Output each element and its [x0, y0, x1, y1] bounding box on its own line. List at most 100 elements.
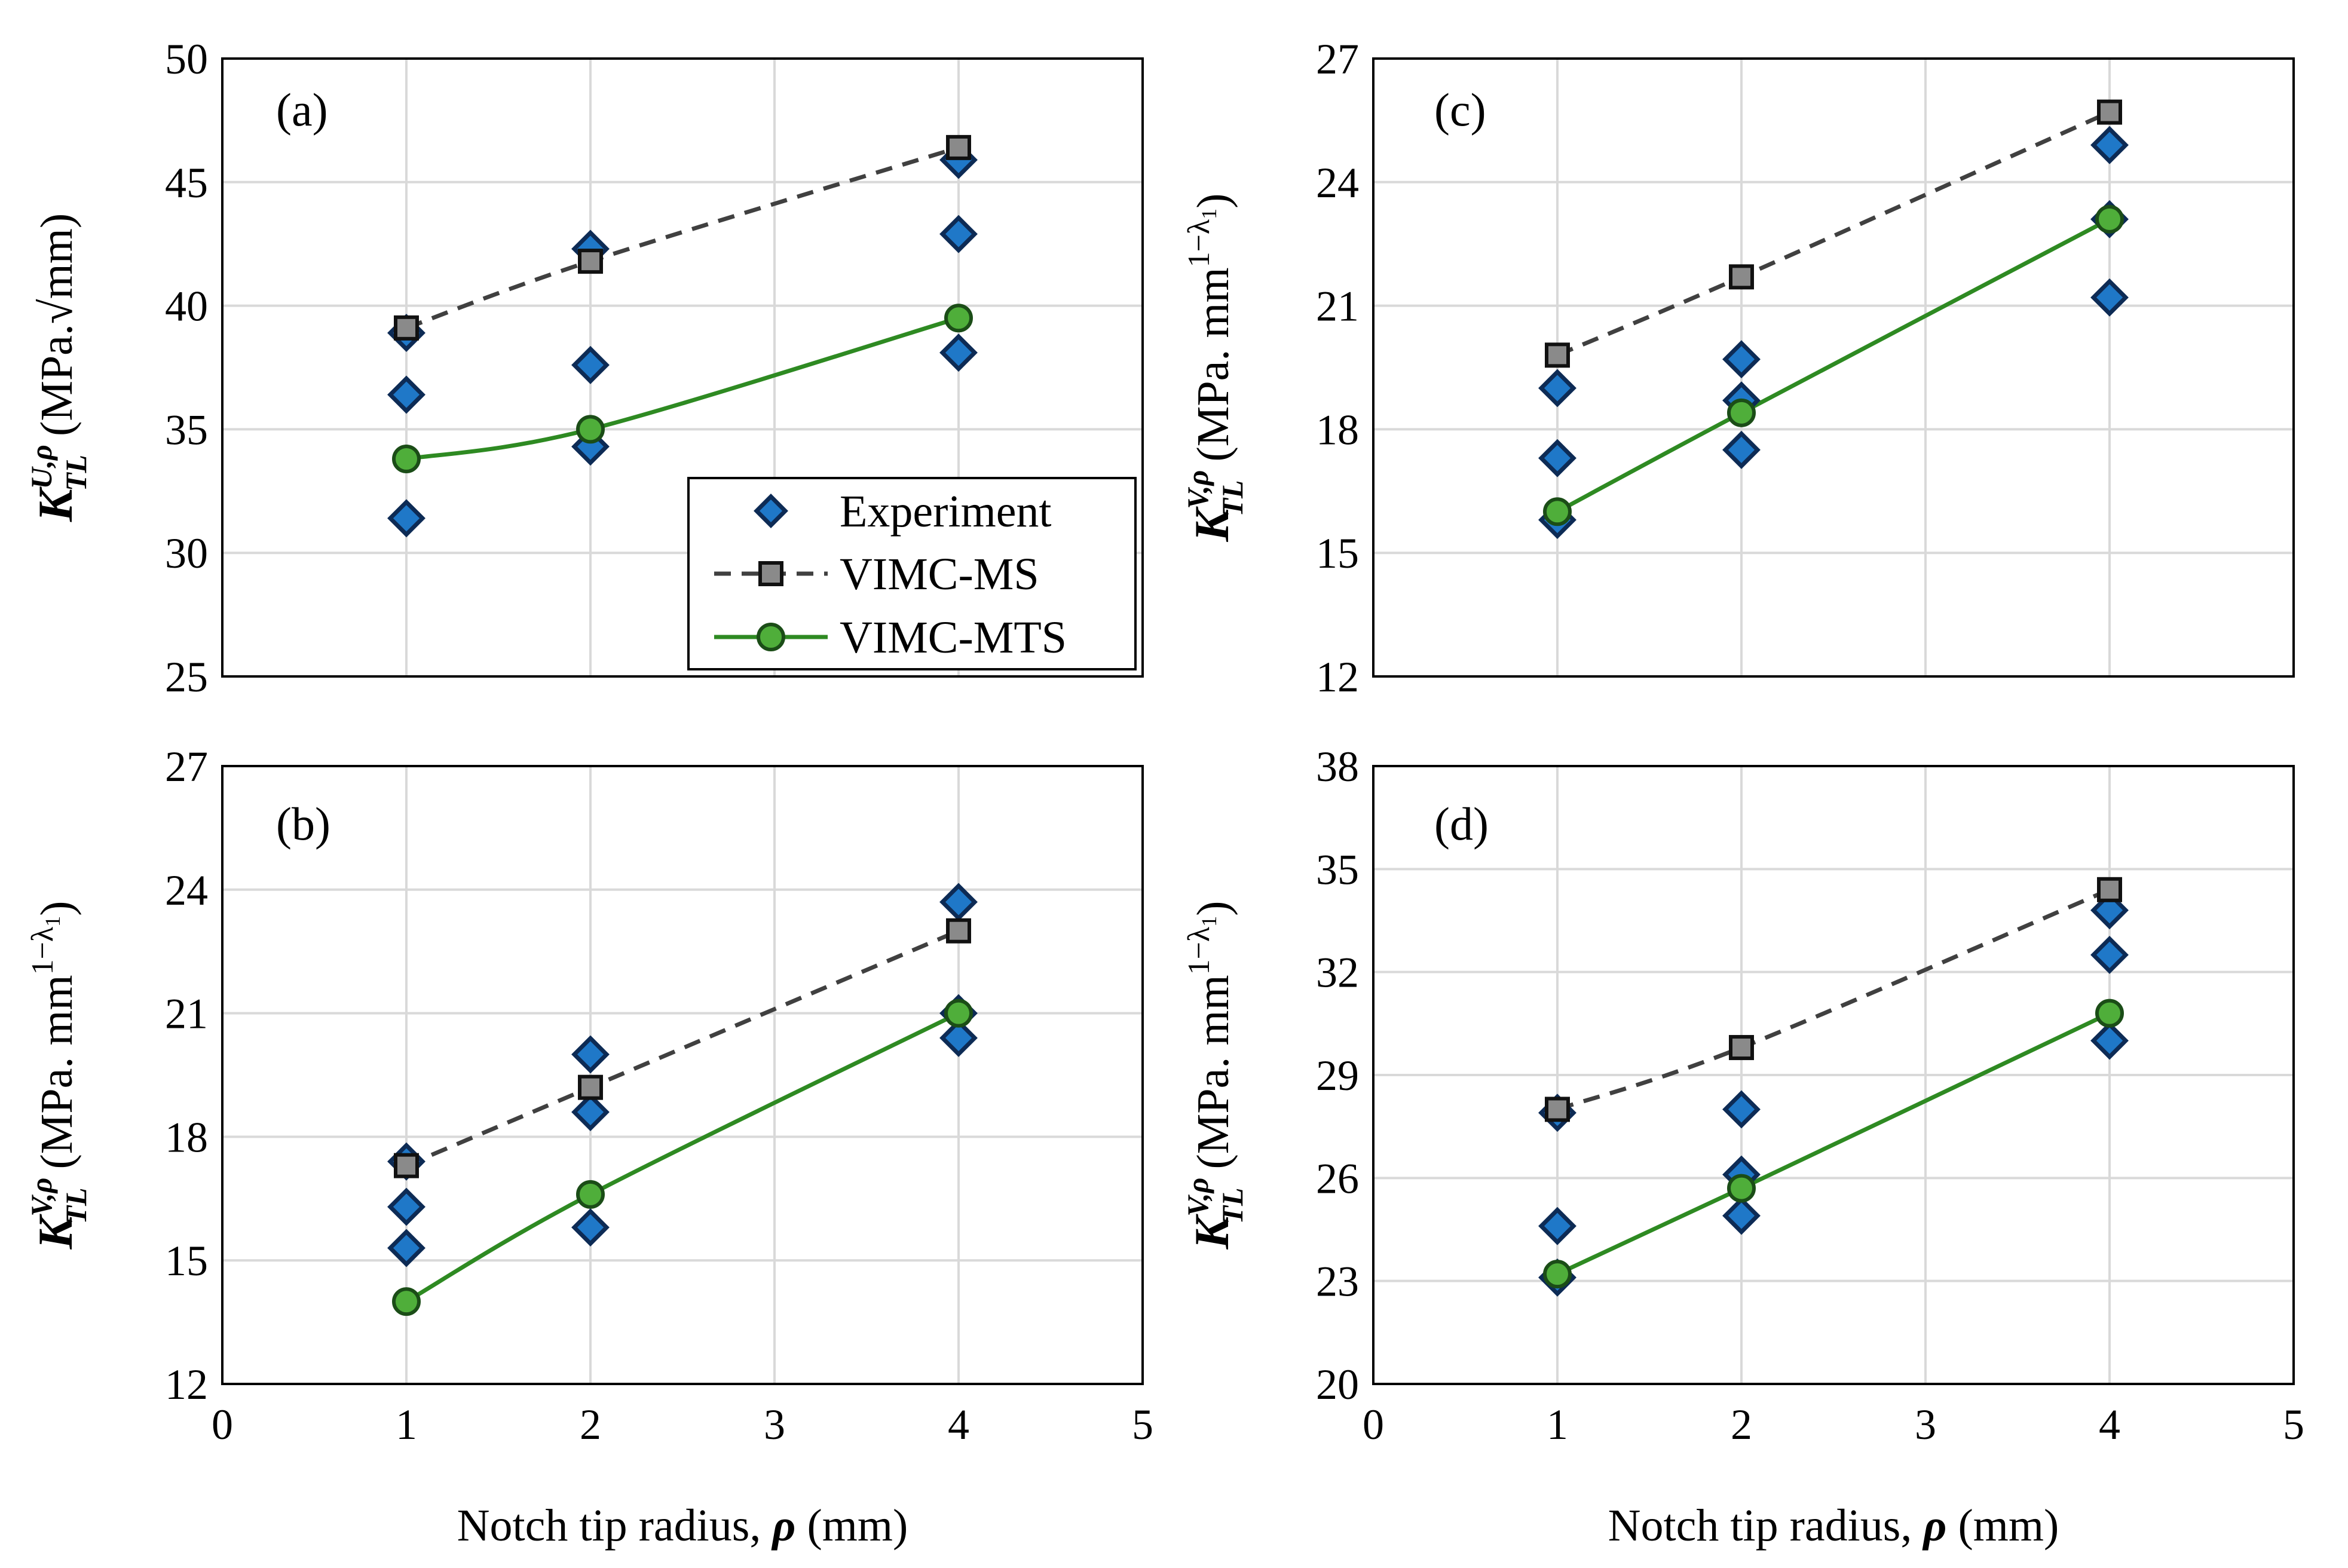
y-axis-title: KV,ρTL (MPa. mm1−λ1) — [1181, 901, 1249, 1250]
vimc-ms-point — [1729, 264, 1754, 290]
legend-vimc-ms-label: VIMC-MS — [840, 549, 1039, 599]
legend: Experiment VIMC-MS VIMC-MTS — [687, 477, 1137, 670]
vimc-mts-line — [1556, 217, 2111, 514]
y-tick-label: 45 — [165, 159, 208, 207]
experiment-point — [2090, 1021, 2129, 1060]
y-axis-superscript: U,ρ — [25, 445, 58, 489]
x-axis-title-unit: (mm) — [796, 1500, 908, 1551]
panel-label: (b) — [276, 798, 330, 850]
y-tick-label: 20 — [1316, 1361, 1359, 1408]
x-tick-label: 5 — [2283, 1401, 2304, 1448]
legend-experiment-marker — [754, 494, 788, 528]
experiment-point — [1722, 1090, 1761, 1129]
vimc-ms-point — [578, 249, 603, 274]
experiment-point — [939, 333, 978, 372]
y-axis-symbol: K — [28, 486, 82, 522]
experiment-point — [571, 1093, 610, 1131]
x-tick-label: 4 — [2099, 1401, 2120, 1448]
legend-vimc-ms-marker — [758, 561, 783, 586]
y-tick-label: 27 — [165, 743, 208, 791]
y-tick-label: 27 — [1316, 35, 1359, 83]
panel-label: (d) — [1434, 798, 1489, 850]
vimc-mts-point — [1543, 1260, 1572, 1289]
y-tick-label: 29 — [1316, 1052, 1359, 1100]
vimc-ms-point — [2097, 877, 2122, 902]
y-tick-label: 26 — [1316, 1154, 1359, 1202]
y-tick-label: 15 — [165, 1237, 208, 1285]
experiment-point — [387, 375, 425, 414]
vimc-mts-point — [1543, 497, 1572, 526]
vimc-mts-point — [576, 1180, 605, 1209]
vimc-mts-line — [1556, 1011, 2111, 1276]
experiment-point — [2090, 278, 2129, 317]
experiment-point — [1722, 340, 1761, 379]
vimc-mts-point — [944, 304, 973, 333]
y-axis-close: ) — [32, 901, 82, 916]
vimc-mts-line — [406, 316, 960, 461]
x-tick-label: 1 — [396, 1401, 417, 1448]
vimc-mts-point — [944, 999, 973, 1028]
experiment-point — [571, 345, 610, 384]
y-tick-label: 24 — [1316, 159, 1359, 207]
y-axis-title: KV,ρTL (MPa. mm1−λ1) — [1181, 194, 1249, 543]
panel-c: 12 15 18 21 24 27 (c) KV,ρTL (MPa. mm1−λ1) — [1181, 35, 2295, 701]
vimc-ms-line — [405, 929, 960, 1168]
x-tick-label: 3 — [1915, 1401, 1936, 1448]
y-axis-title: KV,ρTL (MPa. mm1−λ1) — [25, 901, 93, 1250]
y-tick-label: 50 — [165, 35, 208, 83]
y-axis-symbol: K — [28, 1213, 82, 1250]
y-tick-label: 12 — [1316, 653, 1359, 701]
experiment-point — [1538, 1206, 1576, 1245]
y-axis-exponent: 1−λ — [26, 927, 60, 975]
vimc-ms-line — [1556, 887, 2111, 1111]
plot-frame — [221, 765, 1144, 1385]
vimc-mts-line — [405, 1011, 960, 1304]
vimc-ms-point — [394, 1153, 419, 1178]
experiment-point — [387, 499, 425, 538]
vimc-mts-point — [1727, 398, 1756, 427]
experiment-point — [939, 1019, 978, 1057]
vimc-mts-point — [1727, 1174, 1756, 1203]
y-axis-subscript: TL — [1216, 480, 1249, 517]
y-axis-unit: (MPa.√mm) — [32, 213, 82, 448]
y-axis-symbol: K — [1184, 506, 1239, 542]
y-axis-superscript: V,ρ — [1181, 1178, 1214, 1217]
experiment-point — [2090, 935, 2129, 974]
experiment-point — [939, 883, 978, 921]
y-tick-label: 21 — [1316, 283, 1359, 330]
experiment-point — [387, 1229, 425, 1267]
experiment-point — [1722, 1196, 1761, 1235]
y-axis-close: ) — [1188, 901, 1238, 916]
plot-frame — [221, 57, 1144, 678]
y-axis-subscript: TL — [59, 1188, 93, 1224]
y-axis-exponent-sub: 1 — [41, 916, 65, 927]
y-axis-unit: (MPa. mm — [1188, 975, 1238, 1180]
x-tick-label: 5 — [1132, 1401, 1153, 1448]
x-tick-label: 2 — [580, 1401, 601, 1448]
legend-vimc-mts-marker — [757, 623, 785, 651]
x-axis-title-symbol: ρ — [771, 1500, 795, 1551]
y-tick-label: 25 — [165, 653, 208, 701]
y-tick-label: 32 — [1316, 949, 1359, 997]
experiment-point — [2090, 125, 2129, 164]
vimc-mts-point — [392, 445, 421, 474]
x-tick-label: 4 — [948, 1401, 969, 1448]
y-tick-label: 21 — [165, 990, 208, 1038]
vimc-ms-point — [394, 315, 419, 341]
y-tick-label: 35 — [1316, 846, 1359, 893]
y-axis-unit: (MPa. mm — [1188, 267, 1238, 473]
y-axis-exponent: 1−λ — [1182, 219, 1216, 268]
y-axis-superscript: V,ρ — [25, 1178, 58, 1217]
vimc-ms-point — [2097, 99, 2122, 125]
x-tick-label: 0 — [1363, 1401, 1384, 1448]
y-axis-exponent-sub: 1 — [1197, 916, 1221, 927]
experiment-point — [939, 215, 978, 253]
y-axis-unit: (MPa. mm — [32, 975, 82, 1180]
x-axis-title-text: Notch tip radius, — [1608, 1500, 1924, 1551]
vimc-ms-point — [946, 918, 971, 944]
y-axis-exponent-sub: 1 — [1197, 209, 1221, 219]
plot-frame — [1372, 765, 2295, 1385]
y-axis-superscript: V,ρ — [1181, 470, 1214, 509]
